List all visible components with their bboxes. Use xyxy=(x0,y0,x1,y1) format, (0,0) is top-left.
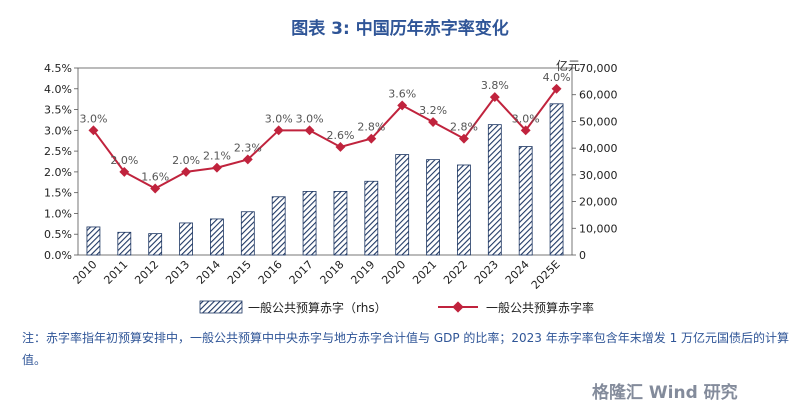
chart-note: 注：赤字率指年初预算安排中，一般公共预算中中央赤字与地方赤字合计值与 GDP 的… xyxy=(22,331,790,367)
right-axis-unit: 亿元 xyxy=(556,58,580,73)
bar-series xyxy=(86,103,564,256)
rate-label-2019: 2.8% xyxy=(357,121,385,134)
x-tick-label: 2020 xyxy=(379,258,408,287)
x-tick-label: 2022 xyxy=(441,258,470,287)
right-tick-label: 40,000 xyxy=(579,142,618,155)
left-tick-label: 2.0% xyxy=(44,166,72,179)
rate-label-2023: 3.8% xyxy=(481,79,509,92)
left-tick-label: 2.5% xyxy=(44,145,72,158)
bar-2024 xyxy=(518,146,533,256)
rate-label-2017: 3.0% xyxy=(296,112,324,125)
rate-label-2011: 2.0% xyxy=(110,154,138,167)
rate-point-2018 xyxy=(335,142,346,152)
left-tick-label: 0.5% xyxy=(44,228,72,241)
line-series: 3.0%2.0%1.6%2.0% 2.1%2.3%3.0% 3.0%2.6%2.8%… xyxy=(79,71,571,194)
chart-svg: 3.0%2.0%1.6%2.0% 2.1%2.3%3.0% 3.0%2.6%2.8%… xyxy=(44,58,618,315)
chart-title: 图表 3: 中国历年赤字率变化 xyxy=(291,19,509,39)
x-tick-label: 2021 xyxy=(410,258,439,287)
rate-label-2020: 3.6% xyxy=(388,87,416,100)
left-tick-label: 4.0% xyxy=(44,83,72,96)
rate-point-2012 xyxy=(150,183,161,194)
bar-2011 xyxy=(117,231,132,256)
legend-line-marker xyxy=(452,301,464,313)
bar-2023 xyxy=(487,124,502,256)
x-tick-label: 2010 xyxy=(71,258,100,287)
left-tick-label: 4.5% xyxy=(44,62,72,75)
rate-point-2010 xyxy=(88,125,99,136)
x-tick-label: 2016 xyxy=(256,258,285,287)
rate-point-2017 xyxy=(304,125,315,136)
rate-point-2013 xyxy=(181,166,192,177)
bar-2014 xyxy=(210,218,224,256)
x-tick-label: 2018 xyxy=(318,258,347,287)
rate-line xyxy=(92,88,558,190)
plot-border xyxy=(77,67,573,256)
bar-2010 xyxy=(86,226,101,256)
x-axis-ticks: 2010 2011 2012 2013 2014 2015 2016 2017 2018 2019… xyxy=(71,258,563,292)
rate-label-2022: 2.8% xyxy=(450,121,478,134)
right-tick-label: 50,000 xyxy=(579,115,618,128)
rate-label-2021: 3.2% xyxy=(419,104,447,117)
x-tick-label: 2014 xyxy=(194,258,223,287)
x-tick-label: 2012 xyxy=(132,258,161,287)
rate-label-2025E: 4.0% xyxy=(543,71,571,84)
rate-label-2012: 1.6% xyxy=(141,171,169,184)
x-tick-label: 2019 xyxy=(348,258,377,287)
rate-point-2019 xyxy=(366,133,377,144)
rate-point-2024 xyxy=(520,125,531,136)
left-tick-label: 1.5% xyxy=(44,187,72,200)
legend-bar-label: 一般公共预算赤字（rhs） xyxy=(248,300,387,315)
left-tick-label: 3.5% xyxy=(44,104,72,117)
bar-2017 xyxy=(302,191,317,256)
left-axis-ticks: 0.0% 0.5% 1.0% 1.5% 2.0% 2.5% 3.0% 3.5% 4.0% 4.5% xyxy=(44,62,78,262)
left-tick-label: 3.0% xyxy=(44,124,72,137)
rate-point-2011 xyxy=(119,166,130,177)
rate-label-2014: 2.1% xyxy=(203,150,231,163)
rate-point-2022 xyxy=(458,133,469,144)
legend: 一般公共预算赤字（rhs） 一般公共预算赤字率 xyxy=(199,300,594,315)
left-tick-label: 0.0% xyxy=(44,249,72,262)
rate-point-2025E xyxy=(551,83,562,94)
right-tick-label: 70,000 xyxy=(579,62,618,75)
rate-label-2013: 2.0% xyxy=(172,154,200,167)
bar-2013 xyxy=(179,222,193,256)
right-tick-label: 30,000 xyxy=(579,169,618,182)
x-tick-label: 2017 xyxy=(287,258,316,287)
watermark: 格隆汇 Wind 研究 xyxy=(592,383,738,403)
bar-2022 xyxy=(457,164,471,256)
rate-point-2016 xyxy=(273,125,284,136)
x-tick-label: 2025E xyxy=(529,258,563,292)
rate-point-2015 xyxy=(242,154,253,165)
x-tick-label: 2023 xyxy=(472,258,501,287)
rate-label-2015: 2.3% xyxy=(234,141,262,154)
bar-2021 xyxy=(426,159,440,256)
rate-point-2014 xyxy=(211,162,222,173)
x-tick-label: 2015 xyxy=(225,258,254,287)
right-axis-ticks: 0 10,000 20,000 30,000 40,000 50,000 60,000 70,… xyxy=(572,62,618,262)
right-tick-label: 20,000 xyxy=(579,196,618,209)
rate-label-2024: 3.0% xyxy=(512,112,540,125)
bar-2019 xyxy=(364,180,379,256)
bar-2015 xyxy=(240,211,255,256)
rate-label-2016: 3.0% xyxy=(265,112,293,125)
bar-2025E xyxy=(549,103,564,256)
right-tick-label: 0 xyxy=(579,249,586,262)
rate-point-2021 xyxy=(428,117,439,127)
rate-label-2018: 2.6% xyxy=(326,129,354,142)
bar-2018 xyxy=(333,191,348,256)
left-tick-label: 1.0% xyxy=(44,207,72,220)
x-tick-label: 2013 xyxy=(163,258,192,287)
rate-label-2010: 3.0% xyxy=(79,112,107,125)
plot-frame xyxy=(77,67,573,256)
legend-line-label: 一般公共预算赤字率 xyxy=(486,300,594,315)
bar-2020 xyxy=(395,154,410,256)
bar-2016 xyxy=(271,196,286,256)
x-tick-label: 2011 xyxy=(101,258,130,287)
right-tick-label: 60,000 xyxy=(579,89,618,102)
right-tick-label: 10,000 xyxy=(579,222,618,235)
legend-bar-swatch xyxy=(199,300,243,314)
bar-2012 xyxy=(148,233,163,256)
